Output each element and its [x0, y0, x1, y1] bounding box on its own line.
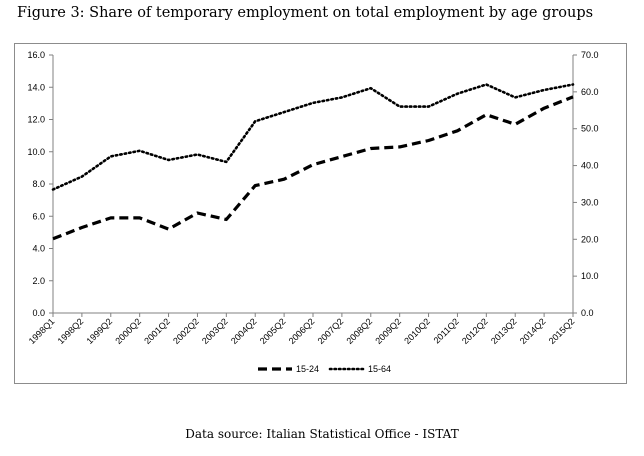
right-y-tick-label: 10.0: [581, 271, 599, 281]
left-y-tick-label: 10.0: [27, 147, 45, 157]
x-tick-label: 2009Q2: [373, 316, 403, 346]
left-y-tick-label: 6.0: [32, 211, 45, 221]
x-tick-label: 2002Q2: [171, 316, 201, 346]
x-tick-label: 2011Q2: [432, 316, 461, 345]
data-source-note: Data source: Italian Statistical Office …: [185, 427, 459, 441]
right-y-tick-label: 0.0: [581, 308, 594, 318]
x-tick-label: 1999Q2: [84, 316, 114, 346]
x-tick-label: 2015Q2: [547, 316, 577, 346]
right-y-tick-label: 40.0: [581, 161, 599, 171]
right-y-tick-label: 60.0: [581, 87, 599, 97]
right-y-tick-label: 20.0: [581, 234, 599, 244]
left-y-tick-label: 0.0: [32, 308, 45, 318]
x-tick-label: 2013Q2: [489, 316, 519, 346]
x-tick-label: 2012Q2: [460, 316, 490, 346]
x-tick-label: 1998Q2: [56, 316, 86, 346]
right-y-tick-label: 70.0: [581, 50, 599, 60]
legend-label-15-64: 15-64: [368, 364, 391, 374]
x-tick-label: 2007Q2: [316, 316, 346, 346]
series-line-15-64: [51, 83, 575, 191]
x-tick-label: 1998Q1: [27, 316, 57, 346]
x-tick-label: 2004Q2: [229, 316, 259, 346]
x-tick-label: 2001Q2: [142, 316, 172, 346]
x-tick-label: 2010Q2: [402, 316, 432, 346]
right-y-tick-label: 30.0: [581, 197, 599, 207]
left-y-tick-label: 8.0: [32, 179, 45, 189]
chart-frame: [14, 43, 627, 384]
x-tick-label: 2000Q2: [113, 316, 143, 346]
x-tick-label: 2005Q2: [258, 316, 288, 346]
series-line-15-24: [52, 95, 574, 241]
figure-title: Figure 3: Share of temporary employment …: [17, 5, 594, 21]
legend-label-15-24: 15-24: [296, 364, 319, 374]
x-tick-label: 2006Q2: [287, 316, 317, 346]
left-y-tick-label: 14.0: [27, 82, 45, 92]
x-tick-label: 2008Q2: [344, 316, 374, 346]
right-y-tick-label: 50.0: [581, 124, 599, 134]
left-y-tick-label: 4.0: [32, 244, 45, 254]
left-y-tick-label: 16.0: [27, 50, 45, 60]
left-y-tick-label: 12.0: [27, 115, 45, 125]
left-y-tick-label: 2.0: [32, 276, 45, 286]
x-tick-label: 2014Q2: [518, 316, 548, 346]
x-tick-label: 2003Q2: [200, 316, 230, 346]
